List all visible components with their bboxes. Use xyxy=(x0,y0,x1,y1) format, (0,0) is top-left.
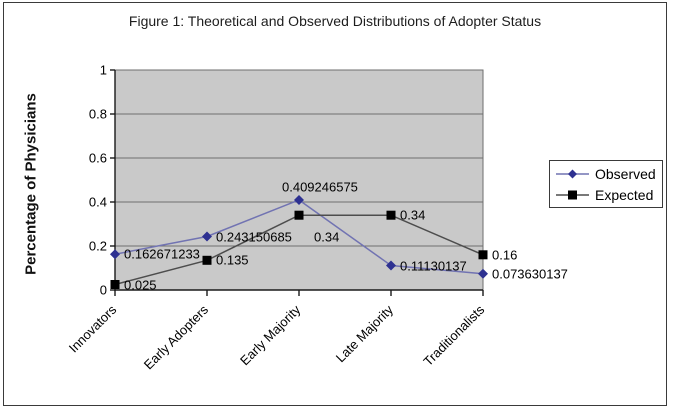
data-label-observed: 0.243150685 xyxy=(216,229,292,244)
marker-diamond xyxy=(294,194,304,205)
marker-diamond xyxy=(202,231,212,242)
legend-label-expected: Expected xyxy=(595,186,654,203)
y-tick-label: 0.2 xyxy=(88,238,107,254)
y-tick-label: 0.8 xyxy=(88,106,107,122)
data-label-observed: 0.073630137 xyxy=(492,266,568,282)
data-label-observed: 0.11130137 xyxy=(400,258,467,273)
data-label-observed: 0.162671233 xyxy=(124,246,200,262)
marker-square xyxy=(110,280,120,289)
plot-background xyxy=(114,69,484,291)
observed-line-marker-icon xyxy=(556,169,589,178)
legend-label-observed: Observed xyxy=(595,165,656,182)
marker-square xyxy=(202,255,212,265)
marker-diamond xyxy=(478,268,488,279)
data-label-observed: 0.409246575 xyxy=(282,179,358,195)
legend-item-expected: Expected xyxy=(555,184,662,205)
legend: Observed Expected xyxy=(549,160,663,208)
data-label-expected: 0.16 xyxy=(492,247,518,263)
legend-item-observed: Observed xyxy=(555,163,662,184)
expected-line-marker-icon xyxy=(556,190,589,199)
marker-square xyxy=(386,210,396,220)
y-tick-label: 0.4 xyxy=(88,194,107,210)
data-label-expected: 0.135 xyxy=(216,252,249,268)
marker-square xyxy=(294,210,304,220)
y-tick-label: 1 xyxy=(99,62,107,78)
y-tick-label: 0.6 xyxy=(88,150,107,166)
chart-title: Figure 1: Theoretical and Observed Distr… xyxy=(128,13,542,29)
data-label-expected: 0.025 xyxy=(124,277,157,292)
data-label-expected: 0.34 xyxy=(400,207,426,223)
marker-diamond xyxy=(386,260,396,271)
y-tick-label: 0 xyxy=(99,282,107,298)
marker-diamond xyxy=(110,249,120,260)
marker-square xyxy=(478,250,488,260)
data-label-expected: 0.34 xyxy=(314,229,340,245)
